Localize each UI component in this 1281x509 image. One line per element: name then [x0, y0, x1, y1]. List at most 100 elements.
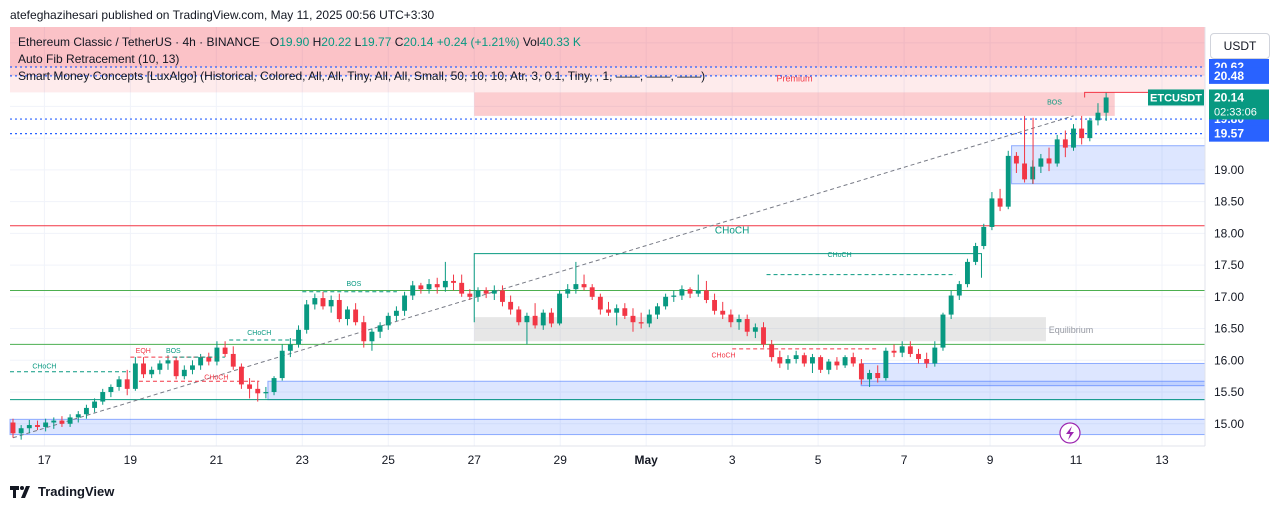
- candle-body: [75, 414, 81, 418]
- candle: [108, 384, 114, 398]
- candle-body: [867, 372, 873, 380]
- tradingview-logo[interactable]: TradingView: [10, 484, 114, 499]
- candle-body: [51, 420, 57, 423]
- candle: [1005, 150, 1011, 210]
- candle-body: [540, 312, 546, 326]
- candle-body: [532, 315, 538, 326]
- candle-body: [989, 198, 995, 227]
- candle-body: [377, 325, 383, 332]
- candle-body: [500, 290, 505, 302]
- high-value: 20.22: [321, 35, 352, 49]
- candle: [997, 188, 1003, 212]
- candle: [858, 359, 864, 385]
- candle-body: [655, 306, 660, 315]
- candle: [744, 314, 750, 337]
- candle: [818, 355, 824, 373]
- candle: [35, 420, 40, 431]
- candle: [279, 344, 285, 381]
- y-axis-label: 19.00: [1214, 163, 1244, 177]
- candle: [777, 350, 783, 368]
- candle-body: [589, 287, 595, 297]
- candle-body: [26, 425, 32, 429]
- open-value: 19.90: [279, 35, 310, 49]
- candle-body: [891, 350, 897, 353]
- candle: [345, 306, 350, 326]
- candle-body: [557, 293, 563, 324]
- candle-body: [875, 372, 881, 379]
- candle-body: [736, 319, 742, 323]
- candle-body: [956, 284, 962, 296]
- candle-body: [508, 301, 514, 310]
- candle-body: [418, 285, 424, 290]
- candle: [793, 350, 799, 364]
- y-axis-label: 18.50: [1214, 195, 1244, 209]
- bar-countdown: 02:33:06: [1214, 106, 1257, 118]
- candle: [247, 378, 253, 399]
- candle: [548, 308, 554, 328]
- candle-body: [769, 344, 775, 358]
- candle: [304, 299, 310, 334]
- candle-body: [728, 314, 734, 323]
- last-price-tag-bg: [1209, 89, 1269, 120]
- candle-body: [247, 384, 253, 389]
- candle: [320, 291, 326, 310]
- x-axis-label: 23: [296, 453, 310, 467]
- x-axis-label: 29: [554, 453, 568, 467]
- choch-line: [473, 253, 982, 323]
- quote-currency-button[interactable]: USDT: [1210, 33, 1270, 59]
- candle: [752, 323, 758, 339]
- candle-body: [43, 422, 49, 427]
- candle-body: [312, 298, 318, 305]
- candle: [426, 279, 432, 294]
- candle: [124, 369, 130, 396]
- candle: [18, 425, 24, 440]
- candle: [10, 418, 16, 438]
- candle-body: [1005, 155, 1011, 207]
- candle: [712, 293, 718, 315]
- candle-body: [238, 366, 244, 385]
- candle: [459, 274, 465, 297]
- change-value: +0.24 (+1.21%): [436, 35, 520, 49]
- x-axis-label: 25: [382, 453, 396, 467]
- candle: [720, 301, 726, 320]
- candle: [883, 347, 889, 381]
- open-label: O: [269, 35, 280, 49]
- candle-body: [777, 357, 783, 364]
- candle: [508, 295, 514, 315]
- candle: [785, 355, 791, 370]
- lightning-icon-bolt: [1066, 426, 1074, 440]
- candle: [198, 353, 204, 370]
- candle-body: [206, 357, 212, 362]
- structure-label: CHoCH: [204, 375, 228, 382]
- candle-body: [385, 315, 391, 326]
- structure-label: BOS: [1047, 100, 1062, 107]
- candle-body: [516, 309, 522, 323]
- candle: [924, 352, 930, 368]
- indicator-fib[interactable]: Auto Fib Retracement (10, 13): [18, 52, 180, 66]
- candle: [59, 416, 65, 427]
- candle: [614, 304, 620, 326]
- candle: [736, 314, 742, 330]
- candle-body: [1022, 163, 1028, 180]
- candle: [671, 290, 677, 302]
- order-block-zone: [9, 418, 1206, 436]
- candle: [769, 339, 775, 362]
- candle: [312, 293, 318, 310]
- zone-premium: [474, 92, 1115, 116]
- candle-body: [467, 293, 473, 297]
- candle: [100, 388, 106, 405]
- candle-body: [336, 299, 342, 320]
- indicator-smc[interactable]: Smart Money Concepts [LuxAlgo] (Historic…: [18, 69, 706, 83]
- candle: [385, 312, 391, 330]
- candle: [173, 357, 179, 380]
- candle-body: [279, 350, 285, 379]
- symbol-name[interactable]: Ethereum Classic / TetherUS · 4h · BINAN…: [18, 35, 260, 49]
- candle: [353, 303, 359, 326]
- candle-body: [646, 314, 652, 324]
- order-block-zone: [1011, 145, 1206, 185]
- candle-body: [361, 322, 367, 342]
- candle: [638, 312, 644, 329]
- candle-body: [1013, 155, 1019, 164]
- candle-body: [393, 310, 399, 316]
